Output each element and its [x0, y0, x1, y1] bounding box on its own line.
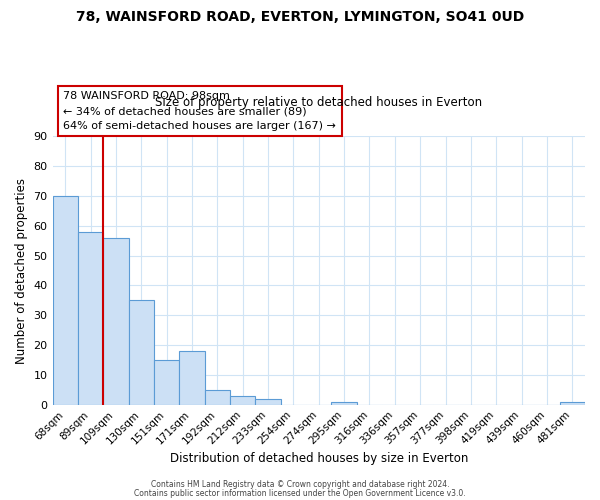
- Bar: [179, 351, 205, 405]
- Bar: [154, 360, 179, 405]
- Bar: [103, 238, 128, 404]
- Bar: [331, 402, 357, 404]
- Title: Size of property relative to detached houses in Everton: Size of property relative to detached ho…: [155, 96, 482, 108]
- Text: 78 WAINSFORD ROAD: 98sqm
← 34% of detached houses are smaller (89)
64% of semi-d: 78 WAINSFORD ROAD: 98sqm ← 34% of detach…: [63, 92, 336, 131]
- Bar: [560, 402, 585, 404]
- Bar: [256, 399, 281, 404]
- Bar: [78, 232, 103, 404]
- Bar: [230, 396, 256, 404]
- Text: Contains public sector information licensed under the Open Government Licence v3: Contains public sector information licen…: [134, 490, 466, 498]
- Bar: [53, 196, 78, 404]
- Text: Contains HM Land Registry data © Crown copyright and database right 2024.: Contains HM Land Registry data © Crown c…: [151, 480, 449, 489]
- X-axis label: Distribution of detached houses by size in Everton: Distribution of detached houses by size …: [170, 452, 468, 465]
- Y-axis label: Number of detached properties: Number of detached properties: [15, 178, 28, 364]
- Bar: [128, 300, 154, 405]
- Text: 78, WAINSFORD ROAD, EVERTON, LYMINGTON, SO41 0UD: 78, WAINSFORD ROAD, EVERTON, LYMINGTON, …: [76, 10, 524, 24]
- Bar: [205, 390, 230, 404]
